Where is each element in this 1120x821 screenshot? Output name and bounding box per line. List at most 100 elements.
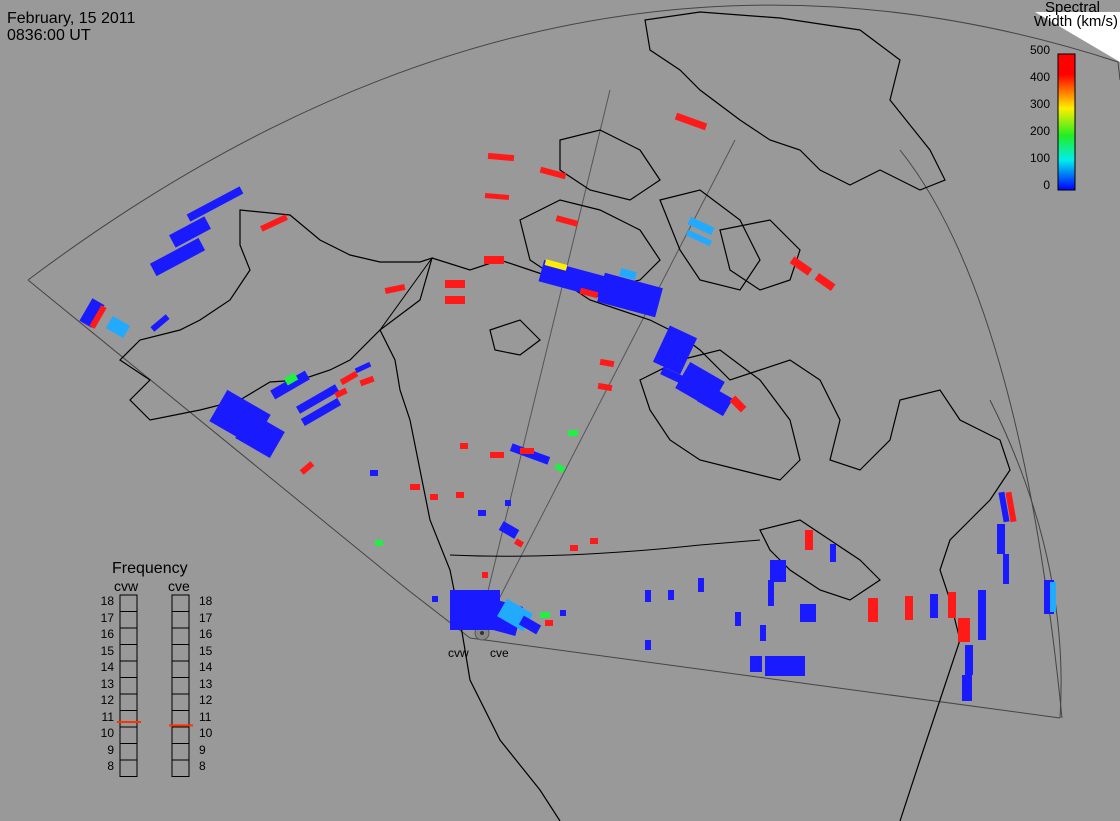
backscatter-cell [997, 524, 1005, 554]
frequency-scale-cell [171, 627, 190, 645]
frequency-scale-label: 14 [199, 660, 213, 674]
coast-alaska [119, 209, 433, 421]
frequency-scale-cell [119, 743, 138, 761]
radar-site-center [480, 631, 484, 635]
backscatter-cell [445, 296, 465, 304]
backscatter-cell [270, 370, 310, 400]
backscatter-cell [998, 491, 1010, 523]
frequency-scale-cell [119, 677, 138, 695]
backscatter-cell [597, 382, 613, 392]
backscatter-cell [105, 315, 131, 339]
backscatter-cell [169, 216, 211, 248]
frequency-scale-cell [119, 660, 138, 678]
frequency-scale-cell [171, 693, 190, 711]
backscatter-cell [149, 237, 206, 277]
backscatter-cell [978, 590, 986, 640]
backscatter-cells [79, 112, 1056, 701]
border-alaska-canada [379, 257, 433, 331]
backscatter-cell [768, 580, 774, 606]
site-label-cvw: cvw [448, 646, 469, 660]
backscatter-cell [539, 166, 567, 180]
backscatter-cell [555, 215, 579, 227]
backscatter-cell [354, 361, 372, 374]
frequency-scale-label: 15 [100, 643, 114, 658]
frequency-scale-label: 17 [199, 610, 213, 625]
backscatter-cell [1003, 554, 1009, 584]
backscatter-cell [430, 494, 438, 500]
frequency-scale-cell [171, 660, 190, 678]
frequency-scale-cell [171, 611, 190, 629]
backscatter-cell [770, 560, 786, 582]
backscatter-cell [800, 604, 816, 622]
backscatter-cell [697, 383, 733, 417]
frequency-scale-cell [171, 677, 190, 695]
border-canada-us [449, 539, 761, 557]
coast-arctic-islands-2 [559, 129, 661, 201]
backscatter-cell [89, 305, 107, 329]
frequency-scale-label: 12 [199, 693, 213, 707]
frequency-scale-cell [119, 644, 138, 662]
frequency-scale-label: 14 [100, 660, 114, 674]
backscatter-cell [150, 314, 170, 332]
frequency-scale-cell [171, 743, 190, 761]
backscatter-cell [597, 272, 663, 318]
backscatter-cell [518, 615, 542, 635]
backscatter-cell [478, 510, 486, 516]
backscatter-cell [432, 596, 438, 602]
backscatter-cell [599, 358, 615, 368]
backscatter-cell [490, 452, 504, 458]
backscatter-cell [296, 384, 339, 414]
backscatter-cell [186, 186, 244, 222]
backscatter-cell [568, 430, 578, 436]
backscatter-cell [735, 612, 741, 626]
backscatter-cell [544, 259, 568, 271]
backscatter-cell [645, 590, 651, 602]
frequency-scale-cell [119, 710, 138, 728]
frequency-scales [117, 594, 193, 777]
frequency-scale-cell [119, 594, 138, 612]
colorbar-tick: 400 [1029, 70, 1050, 84]
backscatter-cell [930, 594, 938, 618]
backscatter-cell [505, 500, 511, 506]
coast-arctic-islands-4 [719, 219, 801, 291]
backscatter-cell [235, 412, 285, 458]
fov-outline [27, 4, 1120, 719]
frequency-scale-label: 10 [100, 726, 114, 740]
frequency-scale-label: 13 [100, 676, 114, 691]
frequency-scale-label: 11 [101, 709, 114, 724]
coast-hudson-bay [639, 349, 801, 481]
frequency-scale-label: 10 [199, 726, 213, 740]
backscatter-cell [750, 656, 762, 672]
backscatter-cell [456, 492, 464, 498]
backscatter-cell [687, 216, 715, 236]
backscatter-cell [384, 283, 406, 295]
frequency-scale-cell [119, 726, 138, 744]
backscatter-cell [645, 640, 651, 650]
backscatter-cell [560, 610, 566, 616]
colorbar-tick: 100 [1029, 151, 1050, 165]
frequency-scale-label: 9 [199, 742, 206, 757]
backscatter-cell [79, 298, 105, 328]
time-label: 0836:00 UT [7, 27, 91, 44]
projection-corner [1035, 12, 1120, 62]
frequency-scale-cell [119, 627, 138, 645]
backscatter-cell [958, 618, 970, 642]
frequency-scale-label: 9 [107, 742, 114, 757]
frequency-scale-cell [119, 693, 138, 711]
backscatter-cell [445, 280, 465, 288]
backscatter-cell [579, 287, 599, 299]
backscatter-cell [484, 256, 504, 264]
backscatter-cell [570, 545, 578, 551]
frequency-scale-cell [171, 644, 190, 662]
frequency-scale-label: 8 [199, 759, 206, 773]
frequency-scale-label: 8 [107, 759, 114, 773]
frequency-scale-label: 17 [100, 610, 114, 625]
backscatter-cell [789, 256, 813, 276]
backscatter-cell [482, 572, 488, 578]
backscatter-cell [484, 192, 510, 201]
colorbar-title-line2: Width (km/s) [1033, 13, 1118, 30]
backscatter-cell [260, 214, 288, 232]
frequency-scale-label: 13 [199, 676, 213, 691]
site-label-cve: cve [490, 646, 509, 660]
